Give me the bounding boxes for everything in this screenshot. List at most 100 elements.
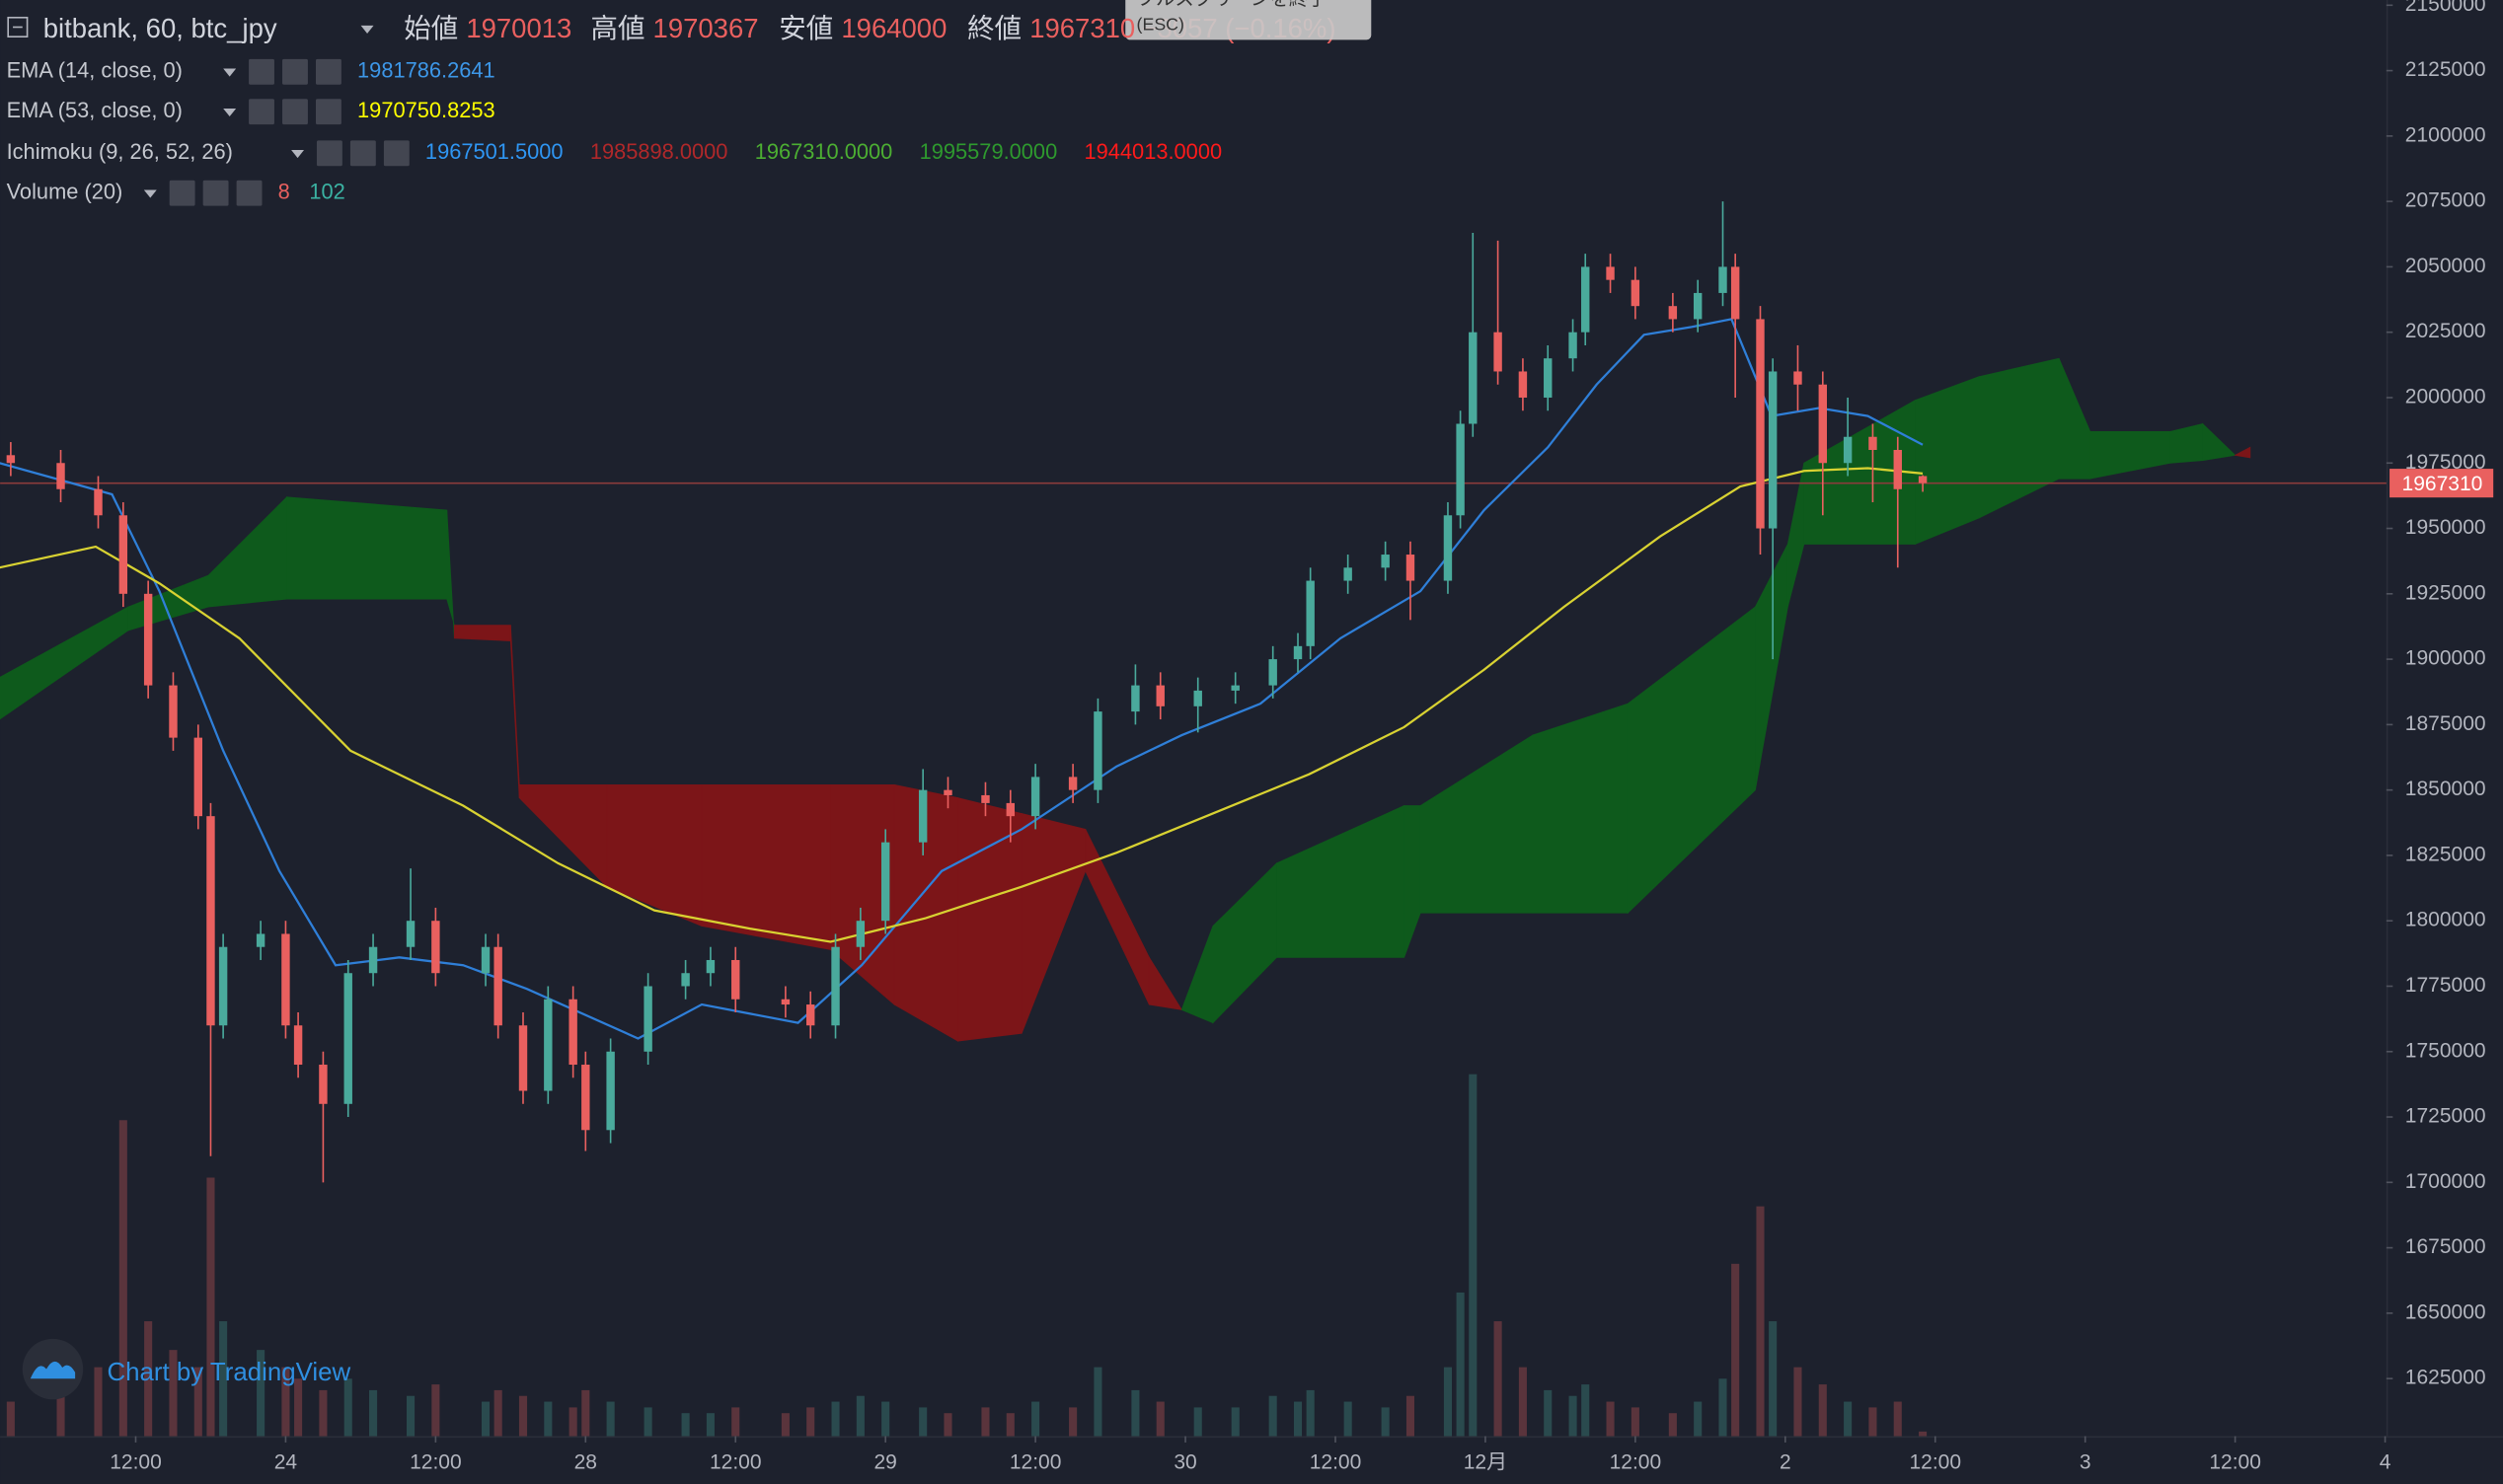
volume-bar	[1893, 1401, 1902, 1437]
candle-body	[1693, 292, 1703, 320]
legend-eye-icon[interactable]	[249, 99, 274, 125]
candle-body	[806, 1004, 815, 1026]
candle-body	[1156, 685, 1165, 706]
legend-eye-icon[interactable]	[316, 140, 342, 167]
legend-value: 1985898.0000	[590, 139, 728, 164]
legend-value: 1970750.8253	[357, 98, 495, 122]
legend-eye-icon[interactable]	[169, 180, 195, 206]
y-tick-label: 1825000	[2405, 843, 2486, 865]
volume-bar	[1868, 1407, 1877, 1437]
candle-body	[731, 959, 740, 1000]
legend-eye-icon[interactable]	[249, 58, 274, 85]
ohlc-label: 始値	[404, 13, 458, 43]
legend-value: 1981786.2641	[357, 58, 495, 83]
legend-gear-icon[interactable]	[349, 140, 376, 167]
volume-bar	[481, 1401, 491, 1437]
legend-value: 1995579.0000	[920, 139, 1058, 164]
volume-bar	[94, 1367, 103, 1437]
legend-close-icon[interactable]	[315, 58, 341, 85]
legend-close-icon[interactable]	[236, 180, 263, 206]
price-label-bg	[2389, 469, 2494, 498]
volume-bar	[1094, 1367, 1102, 1437]
candle-body	[544, 999, 553, 1091]
cloud-segment	[701, 783, 831, 950]
y-tick-label: 1950000	[2405, 516, 2486, 539]
legend-close-icon[interactable]	[315, 99, 341, 125]
volume-bar	[6, 1401, 15, 1437]
volume-bar	[706, 1413, 715, 1437]
volume-bar	[369, 1389, 378, 1437]
watermark[interactable]: Chart by TradingView	[107, 1359, 350, 1386]
legend-value: 1967310.0000	[755, 139, 893, 164]
candle-body	[681, 973, 690, 987]
legend-close-icon[interactable]	[383, 140, 410, 167]
volume-bar	[206, 1177, 215, 1437]
candle-body	[856, 921, 866, 947]
candle-body	[206, 816, 215, 1026]
legend-arrow	[143, 189, 157, 198]
candle-body	[1730, 266, 1740, 320]
volume-bar	[856, 1395, 865, 1437]
tooltip-key: (ESC)	[1137, 15, 1184, 35]
x-tick-label: 3	[2080, 1451, 2091, 1474]
volume-bar	[56, 1389, 65, 1437]
volume-bar	[407, 1395, 416, 1437]
candle-body	[581, 1065, 590, 1131]
ohlc-label: 終値	[967, 13, 1022, 43]
y-tick-label: 2125000	[2405, 58, 2486, 81]
volume-bar	[257, 1350, 265, 1437]
y-tick-label: 1675000	[2405, 1235, 2486, 1258]
candle-body	[1456, 423, 1465, 516]
candle-body	[1868, 436, 1877, 450]
volume-bar	[144, 1321, 153, 1437]
ohlc-value: 1967310	[1029, 13, 1135, 43]
y-tick-label: 1900000	[2405, 647, 2486, 670]
x-tick-label: 2	[1780, 1451, 1791, 1474]
cloud-segment	[2234, 446, 2251, 459]
candle-body	[481, 946, 491, 974]
volume-bar	[569, 1407, 577, 1437]
legend-name: Volume (20)	[7, 179, 123, 203]
candle-body	[281, 933, 290, 1026]
dropdown-arrow[interactable]	[360, 25, 374, 34]
legend-gear-icon[interactable]	[202, 180, 229, 206]
volume-bar	[731, 1407, 740, 1437]
volume-bar	[981, 1407, 990, 1437]
y-tick-label: 1750000	[2405, 1039, 2486, 1062]
volume-bar	[1343, 1401, 1352, 1437]
candle-body	[1793, 371, 1802, 385]
x-tick-label: 28	[574, 1451, 597, 1474]
y-tick-label: 1850000	[2405, 778, 2486, 800]
volume-bar	[118, 1120, 127, 1437]
volume-bar	[1231, 1407, 1240, 1437]
legend-gear-icon[interactable]	[282, 58, 308, 85]
candle-body	[1768, 371, 1778, 529]
legend-value: 8	[278, 179, 290, 203]
ohlc-label: 高値	[590, 13, 645, 43]
candle-body	[1568, 332, 1577, 359]
candle-body	[1381, 555, 1390, 568]
volume-bar	[781, 1413, 790, 1437]
volume-bar	[1844, 1401, 1853, 1437]
candle-body	[1544, 358, 1553, 398]
volume-bar	[1518, 1367, 1527, 1437]
volume-bar	[1006, 1413, 1015, 1437]
y-tick-label: 2150000	[2405, 0, 2486, 16]
volume-bar	[493, 1389, 502, 1437]
volume-bar	[343, 1378, 352, 1437]
candle-body	[1469, 332, 1478, 424]
volume-bar	[1443, 1367, 1452, 1437]
volume-bar	[1718, 1378, 1727, 1437]
x-tick-label: 12:00	[110, 1451, 162, 1474]
candle-body	[6, 455, 16, 464]
volume-bar	[1493, 1321, 1502, 1437]
chart-title: bitbank, 60, btc_jpy	[43, 13, 277, 43]
y-tick-label: 1975000	[2405, 451, 2486, 474]
candle-body	[1581, 266, 1590, 333]
collapse-icon[interactable]	[7, 16, 29, 38]
ohlc-value: 1964000	[841, 13, 947, 43]
legend-gear-icon[interactable]	[282, 99, 308, 125]
volume-bar	[1456, 1292, 1465, 1437]
candle-body	[1843, 436, 1853, 464]
